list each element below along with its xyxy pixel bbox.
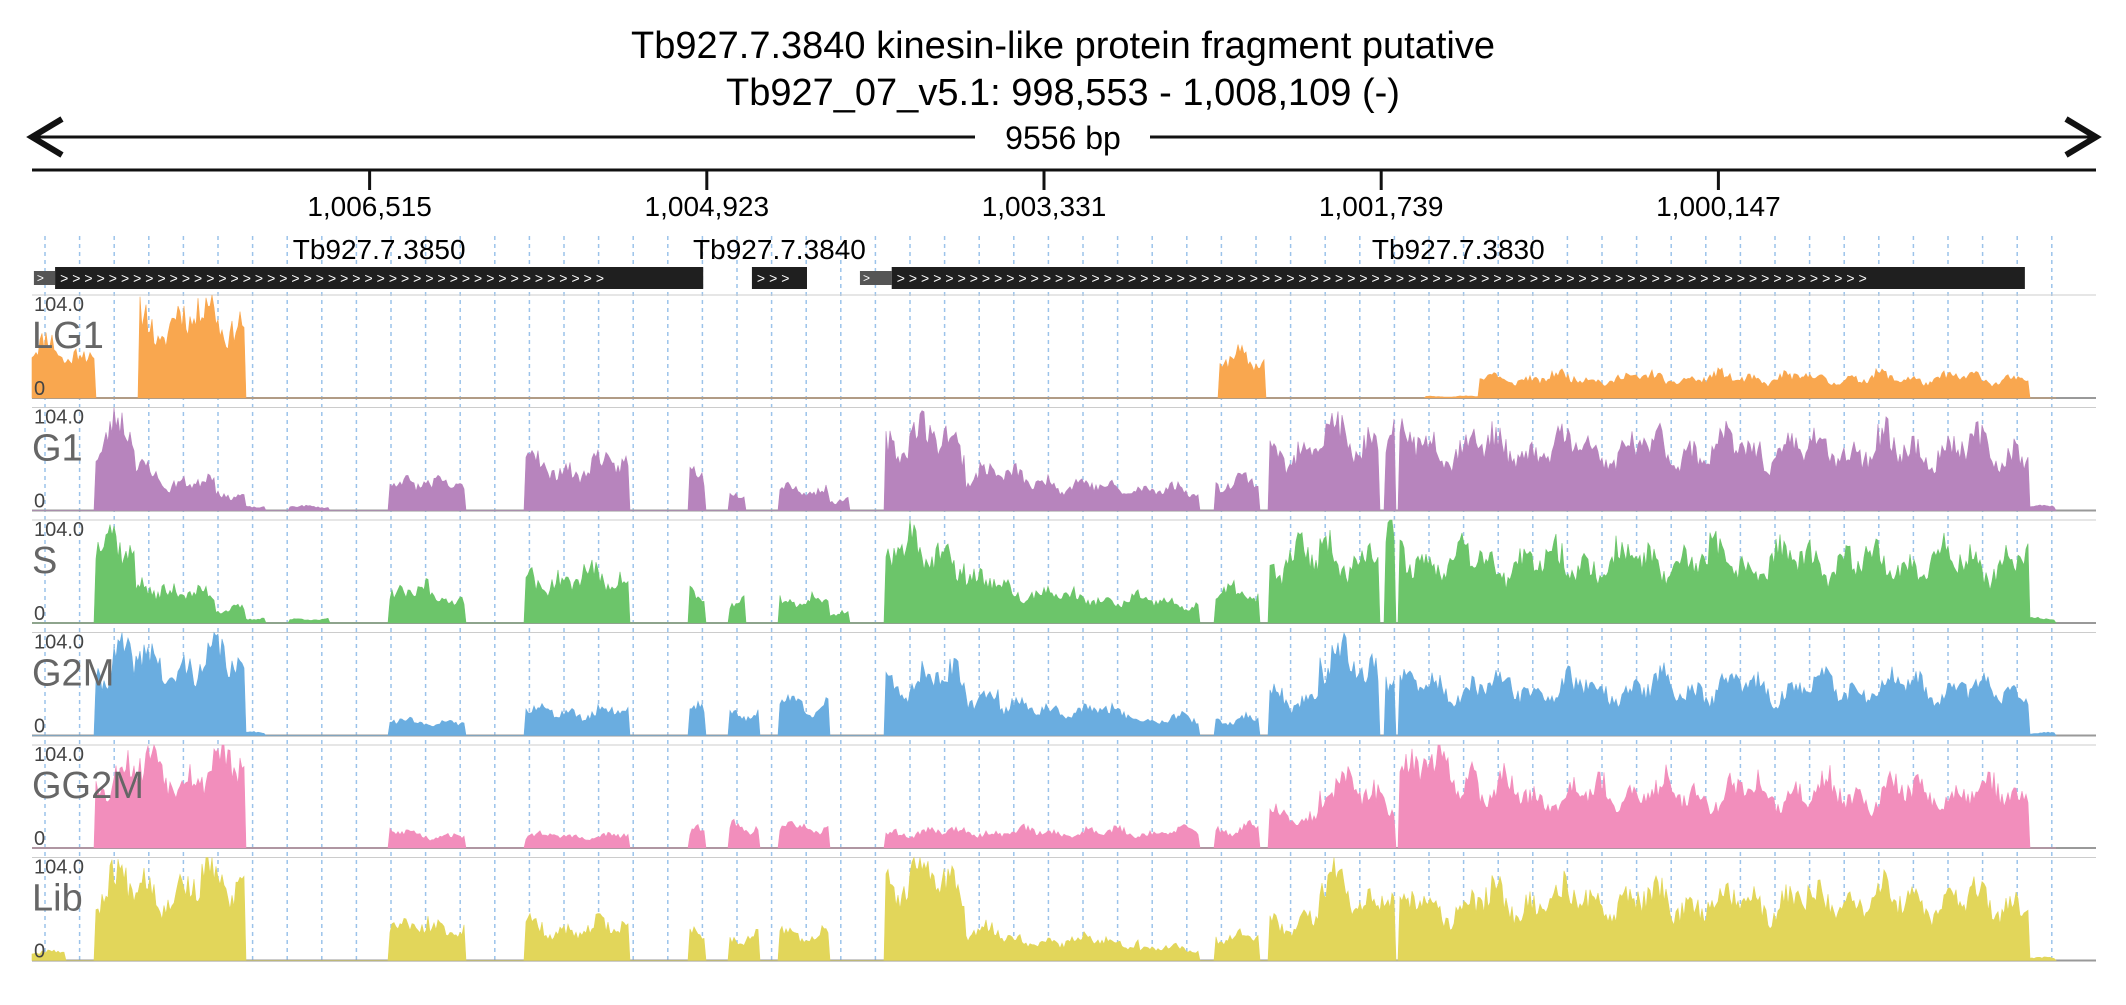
track-GG2M: 104.0 0 GG2M <box>32 743 2096 850</box>
ruler-ticks: 1,006,515 1,004,923 1,003,331 1,001,739 1,00… <box>307 170 1781 222</box>
gene-strand-chevrons: >>> <box>757 270 794 286</box>
track-label: GG2M <box>32 765 144 807</box>
track-label: G1 <box>32 428 83 470</box>
track-LG1: 104.0 0 LG1 <box>31 294 2096 400</box>
coverage-area <box>32 743 2056 849</box>
track-label: G2M <box>32 653 114 695</box>
gene-label: Tb927.7.3840 <box>693 234 866 265</box>
track-min-label: 0 <box>34 378 45 400</box>
track-max-label: 104.0 <box>34 744 84 766</box>
title-line1: Tb927.7.3840 kinesin-like protein fragme… <box>631 25 1495 67</box>
track-min-label: 0 <box>34 603 45 625</box>
gene-label: Tb927.7.3850 <box>293 234 466 265</box>
track-Lib: 104.0 0 Lib <box>31 856 2096 963</box>
gene-Tb927.7.3850[interactable] <box>55 267 704 289</box>
gene-utr-chevron: > <box>37 271 44 285</box>
ruler-tick-label: 1,000,147 <box>1656 191 1781 222</box>
gene-utr <box>33 271 56 285</box>
track-G1: 104.0 0 G1 <box>32 407 2096 513</box>
gene-utr-chevron: > <box>863 271 870 285</box>
ruler-tick-label: 1,001,739 <box>1319 191 1444 222</box>
title-line2: Tb927_07_v5.1: 998,553 - 1,008,109 (-) <box>726 72 1400 114</box>
coverage-area <box>32 631 2057 736</box>
coverage-area <box>32 407 2057 511</box>
track-G2M: 104.0 0 G2M <box>32 632 2096 738</box>
track-max-label: 104.0 <box>34 519 84 541</box>
gene-strand-chevrons: >>>>>>>>>>>>>>>>>>>>>>>>>>>>>>>>>>>>>>>>… <box>897 270 1871 286</box>
track-max-label: 104.0 <box>34 407 84 429</box>
coverage-tracks: 104.00LG1104.00G1104.00S104.00G2M104.00G… <box>31 294 2096 963</box>
ruler-tick-label: 1,006,515 <box>307 191 432 222</box>
coverage-area <box>31 856 2057 961</box>
track-min-label: 0 <box>34 828 45 850</box>
span-label: 9556 bp <box>1005 120 1121 156</box>
gene-strand-chevrons: >>>>>>>>>>>>>>>>>>>>>>>>>>>>>>>>>>>>>>>>… <box>60 270 608 286</box>
track-label: LG1 <box>32 315 104 357</box>
gene-utr <box>859 271 892 285</box>
ruler-tick-label: 1,003,331 <box>982 191 1107 222</box>
track-label: Lib <box>32 878 83 920</box>
coverage-area <box>32 519 2057 624</box>
gene-label: Tb927.7.3830 <box>1372 234 1545 265</box>
track-label: S <box>32 540 57 582</box>
track-min-label: 0 <box>34 716 45 738</box>
track-max-label: 104.0 <box>34 632 84 654</box>
track-max-label: 104.0 <box>34 857 84 879</box>
track-S: 104.0 0 S <box>32 519 2096 625</box>
coverage-area <box>31 294 2056 399</box>
track-min-label: 0 <box>34 941 45 963</box>
ruler-tick-label: 1,004,923 <box>645 191 770 222</box>
track-max-label: 104.0 <box>34 294 84 316</box>
gene-Tb927.7.3840[interactable] <box>751 267 807 289</box>
track-min-label: 0 <box>34 491 45 513</box>
gene-Tb927.7.3830[interactable] <box>891 267 2025 289</box>
gene-track: > >>>>>>>>>>>>>>>>>>>>>>>>>>>>>>>>>>>>>>>… <box>33 234 2025 289</box>
